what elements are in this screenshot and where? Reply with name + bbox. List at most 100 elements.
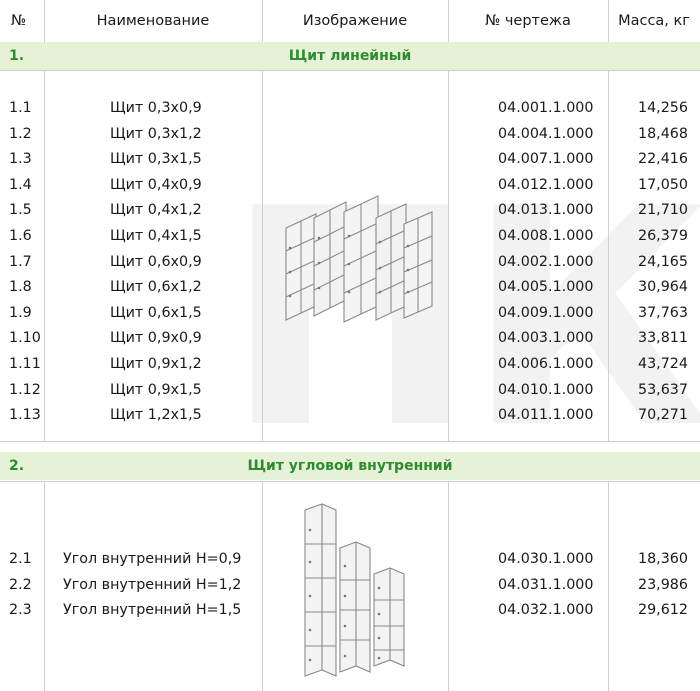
row-drawing: 04.032.1.000 xyxy=(498,602,594,619)
row-mass: 14,256 xyxy=(637,100,688,116)
row-name: Щит 0,3х1,5 xyxy=(110,151,202,168)
row-number: 1.9 xyxy=(9,304,32,321)
row-mass: 21,710 xyxy=(637,202,688,219)
table-row: 1.7 Щит 0,6х0,9 04.002.1.000 24,165 xyxy=(0,250,700,276)
row-number: 1.4 xyxy=(9,176,32,193)
column-divider xyxy=(608,0,609,42)
row-mass: 24,165 xyxy=(637,253,688,270)
inner-corner-panels-illustration-icon xyxy=(304,503,405,677)
row-name: Угол внутренний Н=1,2 xyxy=(63,576,242,593)
section-number: 2. xyxy=(9,458,25,474)
section-divider xyxy=(0,481,700,482)
row-number: 1.3 xyxy=(9,151,32,168)
header-mass: Масса, кг xyxy=(618,13,690,29)
section-title: Щит угловой внутренний xyxy=(247,458,453,474)
row-drawing: 04.004.1.000 xyxy=(498,125,594,142)
row-name: Щит 0,9х0,9 xyxy=(110,330,202,347)
column-divider xyxy=(448,0,449,42)
row-drawing: 04.013.1.000 xyxy=(498,202,594,219)
row-number: 1.11 xyxy=(9,356,41,372)
table-row: 1.5 Щит 0,4х1,2 04.013.1.000 21,710 xyxy=(0,198,700,224)
row-mass: 70,271 xyxy=(637,407,688,424)
column-divider xyxy=(262,481,263,691)
row-mass: 33,811 xyxy=(637,330,688,347)
row-drawing: 04.010.1.000 xyxy=(498,381,594,398)
linear-panels-illustration-icon xyxy=(285,195,433,323)
table-row: 1.6 Щит 0,4х1,5 04.008.1.000 26,379 xyxy=(0,224,700,250)
table-row: 1.13 Щит 1,2х1,5 04.011.1.000 70,271 xyxy=(0,403,700,429)
table-row: 1.8 Щит 0,6х1,2 04.005.1.000 30,964 xyxy=(0,275,700,301)
row-number: 2.3 xyxy=(9,602,32,619)
row-name: Щит 1,2х1,5 xyxy=(110,407,202,424)
row-mass: 23,986 xyxy=(637,576,688,593)
table-row: 1.3 Щит 0,3х1,5 04.007.1.000 22,416 xyxy=(0,147,700,173)
row-drawing: 04.009.1.000 xyxy=(498,304,594,321)
section-number: 1. xyxy=(9,48,25,64)
row-drawing: 04.002.1.000 xyxy=(498,253,594,270)
column-divider xyxy=(44,0,45,42)
header-name: Наименование xyxy=(96,13,210,29)
column-divider xyxy=(44,481,45,691)
row-number: 1.8 xyxy=(9,279,32,296)
row-mass: 53,637 xyxy=(637,381,688,398)
header-number: № xyxy=(11,13,27,29)
row-drawing: 04.001.1.000 xyxy=(498,100,594,116)
row-number: 2.2 xyxy=(9,576,32,593)
row-name: Щит 0,3х1,2 xyxy=(110,125,202,142)
table-row: 1.11 Щит 0,9х1,2 04.006.1.000 43,724 xyxy=(0,352,700,378)
row-name: Щит 0,4х1,2 xyxy=(110,202,202,219)
row-name: Щит 0,3х0,9 xyxy=(110,100,202,116)
table-row: 1.4 Щит 0,4х0,9 04.012.1.000 17,050 xyxy=(0,173,700,199)
row-drawing: 04.012.1.000 xyxy=(498,176,594,193)
table-row: 1.2 Щит 0,3х1,2 04.004.1.000 18,468 xyxy=(0,122,700,148)
row-number: 1.13 xyxy=(9,407,41,424)
row-drawing: 04.006.1.000 xyxy=(498,356,594,372)
row-mass: 22,416 xyxy=(637,151,688,168)
column-divider xyxy=(448,481,449,691)
row-name: Угол внутренний Н=1,5 xyxy=(63,602,242,619)
row-number: 1.7 xyxy=(9,253,32,270)
section-title: Щит линейный xyxy=(288,48,412,64)
row-drawing: 04.008.1.000 xyxy=(498,228,594,244)
row-name: Угол внутренний Н=0,9 xyxy=(63,551,242,567)
row-drawing: 04.031.1.000 xyxy=(498,576,594,593)
row-number: 1.12 xyxy=(9,381,41,398)
row-name: Щит 0,4х0,9 xyxy=(110,176,202,193)
table-row: 1.10 Щит 0,9х0,9 04.003.1.000 33,811 xyxy=(0,326,700,352)
row-mass: 18,468 xyxy=(637,125,688,142)
row-mass: 26,379 xyxy=(637,228,688,244)
table-row: 2.3 Угол внутренний Н=1,5 04.032.1.000 2… xyxy=(0,598,700,624)
row-name: Щит 0,9х1,5 xyxy=(110,381,202,398)
table-row: 1.1 Щит 0,3х0,9 04.001.1.000 14,256 xyxy=(0,96,700,122)
column-divider xyxy=(44,70,45,441)
row-mass: 37,763 xyxy=(637,304,688,321)
row-name: Щит 0,6х0,9 xyxy=(110,253,202,270)
row-mass: 29,612 xyxy=(637,602,688,619)
table-row: 1.9 Щит 0,6х1,5 04.009.1.000 37,763 xyxy=(0,301,700,327)
row-drawing: 04.005.1.000 xyxy=(498,279,594,296)
row-number: 1.6 xyxy=(9,228,32,244)
row-number: 1.5 xyxy=(9,202,32,219)
section-divider xyxy=(0,441,700,442)
row-name: Щит 0,4х1,5 xyxy=(110,228,202,244)
column-divider xyxy=(448,70,449,441)
row-number: 2.1 xyxy=(9,551,32,567)
row-mass: 18,360 xyxy=(637,551,688,567)
column-divider xyxy=(262,0,263,42)
section-header: 2. Щит угловой внутренний xyxy=(0,452,700,480)
row-drawing: 04.030.1.000 xyxy=(498,551,594,567)
column-divider xyxy=(608,70,609,441)
column-divider xyxy=(608,481,609,691)
table-row: 2.2 Угол внутренний Н=1,2 04.031.1.000 2… xyxy=(0,573,700,599)
row-mass: 30,964 xyxy=(637,279,688,296)
row-number: 1.1 xyxy=(9,100,32,116)
section-divider xyxy=(0,70,700,71)
row-mass: 17,050 xyxy=(637,176,688,193)
row-mass: 43,724 xyxy=(637,356,688,372)
section-header: 1. Щит линейный xyxy=(0,42,700,70)
row-number: 1.2 xyxy=(9,125,32,142)
row-number: 1.10 xyxy=(9,330,41,347)
row-drawing: 04.003.1.000 xyxy=(498,330,594,347)
table-row: 1.12 Щит 0,9х1,5 04.010.1.000 53,637 xyxy=(0,378,700,404)
header-drawing: № чертежа xyxy=(485,13,571,29)
